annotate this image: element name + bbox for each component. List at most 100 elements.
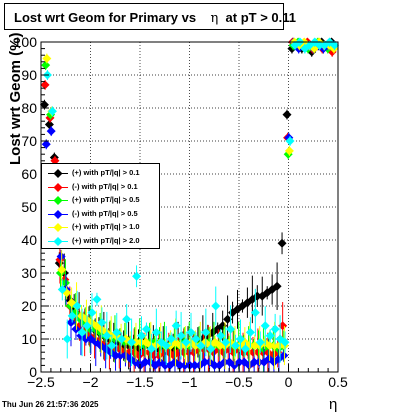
data-point <box>132 271 142 281</box>
data-point <box>223 314 233 324</box>
title-text-end: at pT > 0.11 <box>225 10 296 25</box>
data-point <box>206 344 216 354</box>
legend-marker <box>48 223 68 233</box>
data-point <box>62 334 72 344</box>
data-point <box>330 40 340 50</box>
data-point <box>171 321 181 331</box>
data-point <box>234 357 244 367</box>
data-point <box>315 40 325 50</box>
legend-label: (-) with pT/|q| > 0.1 <box>72 181 138 191</box>
axes: −2.5 −2 −1.5 −1 −0.5 0 0.5 0 10 20 30 40 50 60 70 80 90 1… <box>14 34 348 390</box>
data-point <box>260 321 270 331</box>
legend-label: (+) with pT/|q| > 1.0 <box>72 222 140 232</box>
data-point <box>66 318 76 327</box>
x-tick-label: −0.5 <box>225 374 253 390</box>
legend-marker <box>48 209 68 219</box>
data-point <box>191 334 201 344</box>
legend-entry: (+) with pT/|q| > 1.0 <box>42 221 159 234</box>
data-point <box>102 331 112 341</box>
data-point <box>254 357 264 367</box>
data-point <box>47 106 57 116</box>
data-points <box>39 37 340 372</box>
data-point <box>250 308 260 318</box>
legend-marker <box>48 182 68 192</box>
data-point <box>265 331 275 341</box>
data-point <box>92 294 102 304</box>
data-point <box>146 344 156 354</box>
data-point <box>186 327 196 337</box>
legend-marker <box>48 196 68 206</box>
legend-entry: (-) with pT/|q| > 0.5 <box>42 208 159 221</box>
data-point <box>122 314 132 324</box>
data-point <box>81 334 91 344</box>
data-point <box>175 360 185 370</box>
data-point <box>116 351 125 360</box>
data-point <box>265 341 275 351</box>
data-point <box>180 360 190 370</box>
y-tick-label: 70 <box>21 133 37 149</box>
data-point <box>190 341 200 351</box>
data-point <box>137 331 146 341</box>
data-point <box>181 337 191 347</box>
x-axis-title: η <box>329 396 338 413</box>
data-point <box>216 331 226 341</box>
data-point <box>282 110 292 120</box>
x-tick-label: −1 <box>182 374 198 390</box>
data-point <box>160 360 170 370</box>
legend-marker <box>48 169 68 178</box>
data-point <box>245 327 255 337</box>
y-axis-title: Lost wrt Geom (%) <box>7 32 24 165</box>
data-point <box>136 337 146 347</box>
data-point <box>280 337 290 347</box>
data-point <box>57 265 67 275</box>
legend-entry: (+) with pT/|q| > 0.1 <box>42 167 159 180</box>
y-tick-label: 40 <box>21 232 37 248</box>
data-point <box>270 341 280 351</box>
data-point <box>87 308 97 318</box>
data-point <box>196 341 206 351</box>
legend-diamond <box>53 169 63 178</box>
chart-title: Lost wrt Geom for Primary vs η at pT > 0… <box>4 3 296 30</box>
y-tick-label: 10 <box>21 331 37 347</box>
y-tick-label: 50 <box>21 199 37 215</box>
data-point <box>41 60 51 70</box>
data-point <box>221 337 231 347</box>
title-text-start: Lost wrt Geom for Primary vs <box>14 10 197 25</box>
legend-label: (+) with pT/|q| > 0.1 <box>72 168 140 177</box>
data-point <box>42 54 52 63</box>
data-point <box>117 334 127 344</box>
y-tick-label: 30 <box>21 265 37 281</box>
data-point <box>190 360 200 370</box>
data-point <box>111 351 121 360</box>
legend-diamond <box>53 209 63 219</box>
data-point <box>272 281 282 291</box>
data-point <box>277 238 287 248</box>
data-point <box>67 311 77 321</box>
data-point <box>151 327 161 337</box>
legend-entry: (+) with pT/|q| > 0.5 <box>42 194 159 207</box>
x-tick-label: 0 <box>285 374 293 390</box>
y-tick-label: 100 <box>14 34 38 50</box>
x-tick-label: −2.5 <box>27 374 55 390</box>
data-point <box>40 80 50 90</box>
data-point <box>161 341 171 351</box>
data-point <box>166 334 176 344</box>
data-point <box>279 351 289 360</box>
data-point <box>46 126 56 136</box>
data-point <box>210 360 220 370</box>
data-point <box>127 337 137 347</box>
legend: (+) with pT/|q| > 0.1 (-) with pT/|q| > 0… <box>41 163 160 249</box>
data-point <box>201 327 211 337</box>
legend-entry: (+) with pT/|q| > 2.0 <box>42 235 159 248</box>
data-point <box>56 252 66 261</box>
date-stamp: Thu Jun 26 21:57:36 2025 <box>2 400 99 409</box>
data-point <box>141 324 151 334</box>
data-point <box>57 285 67 294</box>
y-tick-label: 20 <box>21 298 37 314</box>
title-eta-symbol: η <box>210 11 219 26</box>
legend-label: (+) with pT/|q| > 2.0 <box>72 236 140 245</box>
x-tick-label: 0.5 <box>328 374 348 390</box>
data-point <box>248 347 258 357</box>
series-5 <box>42 37 340 367</box>
